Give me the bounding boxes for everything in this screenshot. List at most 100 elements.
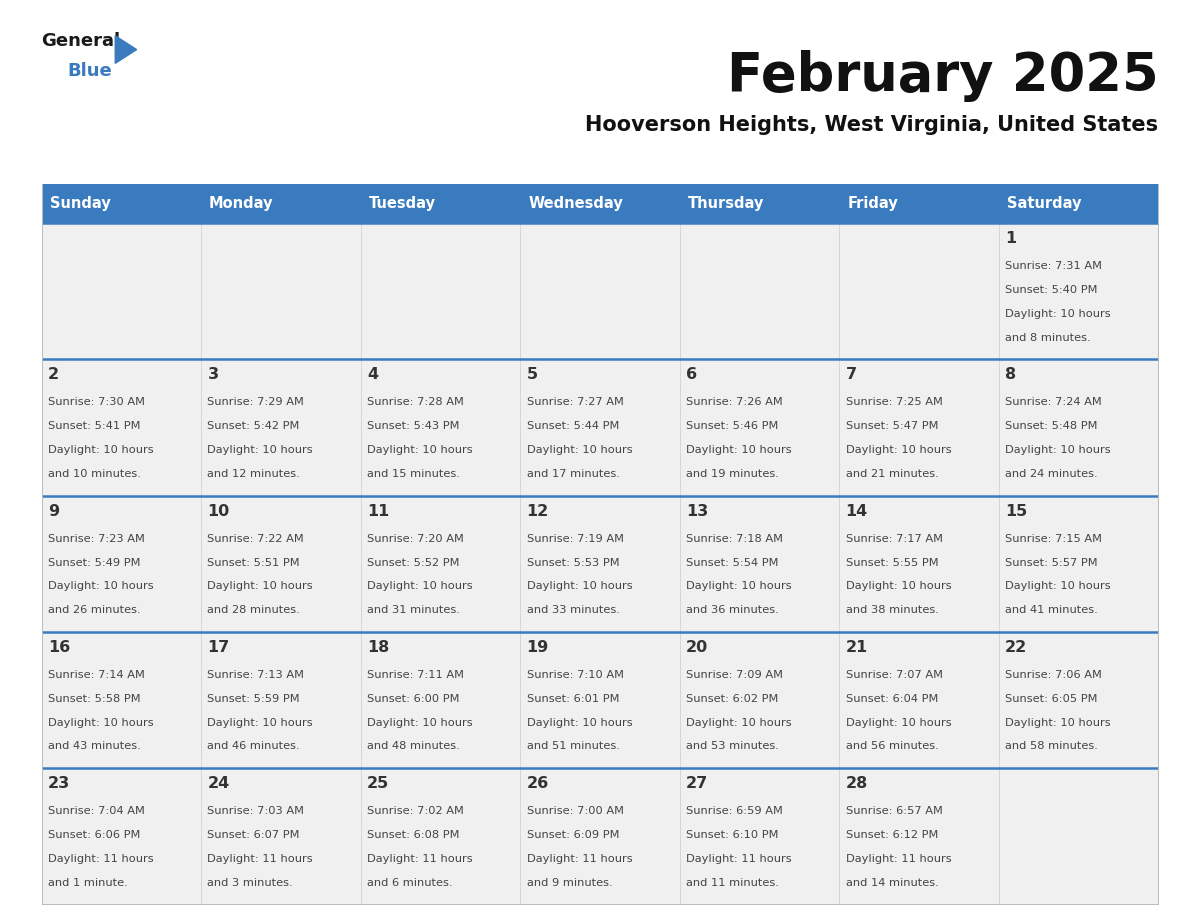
Text: 15: 15 [1005, 504, 1028, 519]
Bar [999, 223, 1158, 359]
Text: Daylight: 10 hours: Daylight: 10 hours [526, 581, 632, 591]
Text: Daylight: 10 hours: Daylight: 10 hours [48, 581, 153, 591]
Text: Sunset: 6:05 PM: Sunset: 6:05 PM [1005, 694, 1098, 704]
Text: and 10 minutes.: and 10 minutes. [48, 469, 141, 479]
Text: and 38 minutes.: and 38 minutes. [846, 605, 939, 615]
Text: Tuesday: Tuesday [368, 196, 436, 211]
Text: 19: 19 [526, 640, 549, 655]
Text: Saturday: Saturday [1006, 196, 1081, 211]
Text: and 28 minutes.: and 28 minutes. [208, 605, 301, 615]
Text: Sunrise: 7:17 AM: Sunrise: 7:17 AM [846, 533, 942, 543]
Text: Sunset: 5:47 PM: Sunset: 5:47 PM [846, 421, 939, 431]
Bar [520, 496, 680, 632]
Bar [201, 184, 361, 223]
Bar [999, 184, 1158, 223]
Text: Sunrise: 7:04 AM: Sunrise: 7:04 AM [48, 806, 145, 816]
Text: Sunset: 5:40 PM: Sunset: 5:40 PM [1005, 285, 1098, 295]
Text: Sunset: 6:12 PM: Sunset: 6:12 PM [846, 830, 939, 840]
Bar [361, 496, 520, 632]
Text: Daylight: 10 hours: Daylight: 10 hours [367, 581, 473, 591]
Text: Sunrise: 7:14 AM: Sunrise: 7:14 AM [48, 670, 145, 680]
Bar [520, 359, 680, 496]
Text: and 46 minutes.: and 46 minutes. [208, 742, 301, 752]
Text: Daylight: 11 hours: Daylight: 11 hours [687, 854, 791, 864]
Text: Daylight: 10 hours: Daylight: 10 hours [208, 581, 314, 591]
Text: and 53 minutes.: and 53 minutes. [687, 742, 779, 752]
Text: Sunset: 6:01 PM: Sunset: 6:01 PM [526, 694, 619, 704]
Text: Sunrise: 7:06 AM: Sunrise: 7:06 AM [1005, 670, 1102, 680]
Bar [42, 632, 201, 768]
Text: Sunset: 6:10 PM: Sunset: 6:10 PM [687, 830, 778, 840]
Text: Sunset: 5:53 PM: Sunset: 5:53 PM [526, 557, 619, 567]
Bar [839, 223, 999, 359]
Text: and 36 minutes.: and 36 minutes. [687, 605, 779, 615]
Text: Sunset: 5:49 PM: Sunset: 5:49 PM [48, 557, 140, 567]
Text: Sunrise: 7:20 AM: Sunrise: 7:20 AM [367, 533, 463, 543]
Text: 5: 5 [526, 367, 538, 383]
Text: Daylight: 10 hours: Daylight: 10 hours [367, 445, 473, 455]
Bar [999, 768, 1158, 904]
Text: Sunrise: 7:13 AM: Sunrise: 7:13 AM [208, 670, 304, 680]
Text: Sunrise: 7:22 AM: Sunrise: 7:22 AM [208, 533, 304, 543]
Text: and 15 minutes.: and 15 minutes. [367, 469, 460, 479]
Text: Sunset: 5:58 PM: Sunset: 5:58 PM [48, 694, 140, 704]
Bar [361, 359, 520, 496]
Text: Daylight: 10 hours: Daylight: 10 hours [687, 718, 791, 728]
Text: Daylight: 10 hours: Daylight: 10 hours [846, 581, 952, 591]
Text: Sunrise: 7:30 AM: Sunrise: 7:30 AM [48, 397, 145, 408]
Text: Sunset: 5:43 PM: Sunset: 5:43 PM [367, 421, 460, 431]
Text: 16: 16 [48, 640, 70, 655]
Text: 10: 10 [208, 504, 229, 519]
Text: 20: 20 [687, 640, 708, 655]
Text: and 31 minutes.: and 31 minutes. [367, 605, 460, 615]
Text: Daylight: 11 hours: Daylight: 11 hours [48, 854, 153, 864]
Bar [999, 359, 1158, 496]
Text: Sunrise: 7:15 AM: Sunrise: 7:15 AM [1005, 533, 1102, 543]
Text: Wednesday: Wednesday [529, 196, 623, 211]
Text: Daylight: 10 hours: Daylight: 10 hours [208, 445, 314, 455]
Text: Hooverson Heights, West Virginia, United States: Hooverson Heights, West Virginia, United… [586, 115, 1158, 135]
Bar [680, 184, 839, 223]
Text: and 19 minutes.: and 19 minutes. [687, 469, 779, 479]
Text: Daylight: 10 hours: Daylight: 10 hours [1005, 581, 1111, 591]
Bar [520, 184, 680, 223]
Text: Daylight: 10 hours: Daylight: 10 hours [1005, 308, 1111, 319]
Text: Sunrise: 7:02 AM: Sunrise: 7:02 AM [367, 806, 463, 816]
Text: Monday: Monday [209, 196, 273, 211]
Bar [839, 768, 999, 904]
Text: Sunset: 6:08 PM: Sunset: 6:08 PM [367, 830, 460, 840]
Text: Daylight: 11 hours: Daylight: 11 hours [208, 854, 314, 864]
Text: General: General [42, 32, 121, 50]
Text: Sunrise: 7:28 AM: Sunrise: 7:28 AM [367, 397, 463, 408]
Text: and 14 minutes.: and 14 minutes. [846, 878, 939, 888]
Text: Sunday: Sunday [50, 196, 110, 211]
Text: 25: 25 [367, 777, 390, 791]
Text: and 33 minutes.: and 33 minutes. [526, 605, 619, 615]
Text: and 48 minutes.: and 48 minutes. [367, 742, 460, 752]
Bar [361, 632, 520, 768]
Text: and 9 minutes.: and 9 minutes. [526, 878, 612, 888]
Text: 17: 17 [208, 640, 229, 655]
Bar [361, 223, 520, 359]
Text: Sunrise: 7:23 AM: Sunrise: 7:23 AM [48, 533, 145, 543]
Bar [520, 768, 680, 904]
Text: and 51 minutes.: and 51 minutes. [526, 742, 619, 752]
Text: Sunrise: 7:10 AM: Sunrise: 7:10 AM [526, 670, 624, 680]
Text: Sunrise: 7:07 AM: Sunrise: 7:07 AM [846, 670, 942, 680]
Text: and 8 minutes.: and 8 minutes. [1005, 332, 1091, 342]
Text: 18: 18 [367, 640, 390, 655]
Text: 3: 3 [208, 367, 219, 383]
Text: 24: 24 [208, 777, 229, 791]
Text: Sunset: 6:00 PM: Sunset: 6:00 PM [367, 694, 460, 704]
Text: Daylight: 10 hours: Daylight: 10 hours [846, 445, 952, 455]
Bar [42, 496, 201, 632]
Bar [680, 223, 839, 359]
Text: and 3 minutes.: and 3 minutes. [208, 878, 293, 888]
Polygon shape [115, 36, 137, 63]
Text: Sunset: 6:02 PM: Sunset: 6:02 PM [687, 694, 778, 704]
Text: Sunrise: 6:59 AM: Sunrise: 6:59 AM [687, 806, 783, 816]
Bar [839, 632, 999, 768]
Text: 12: 12 [526, 504, 549, 519]
Text: 14: 14 [846, 504, 868, 519]
Bar [680, 496, 839, 632]
